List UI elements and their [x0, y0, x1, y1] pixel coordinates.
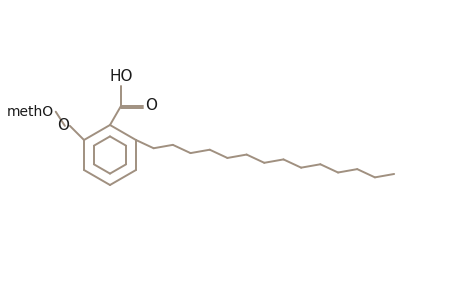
Text: O: O: [57, 118, 69, 134]
Text: O: O: [145, 98, 157, 113]
Text: methO: methO: [6, 105, 54, 119]
Text: HO: HO: [109, 69, 133, 84]
